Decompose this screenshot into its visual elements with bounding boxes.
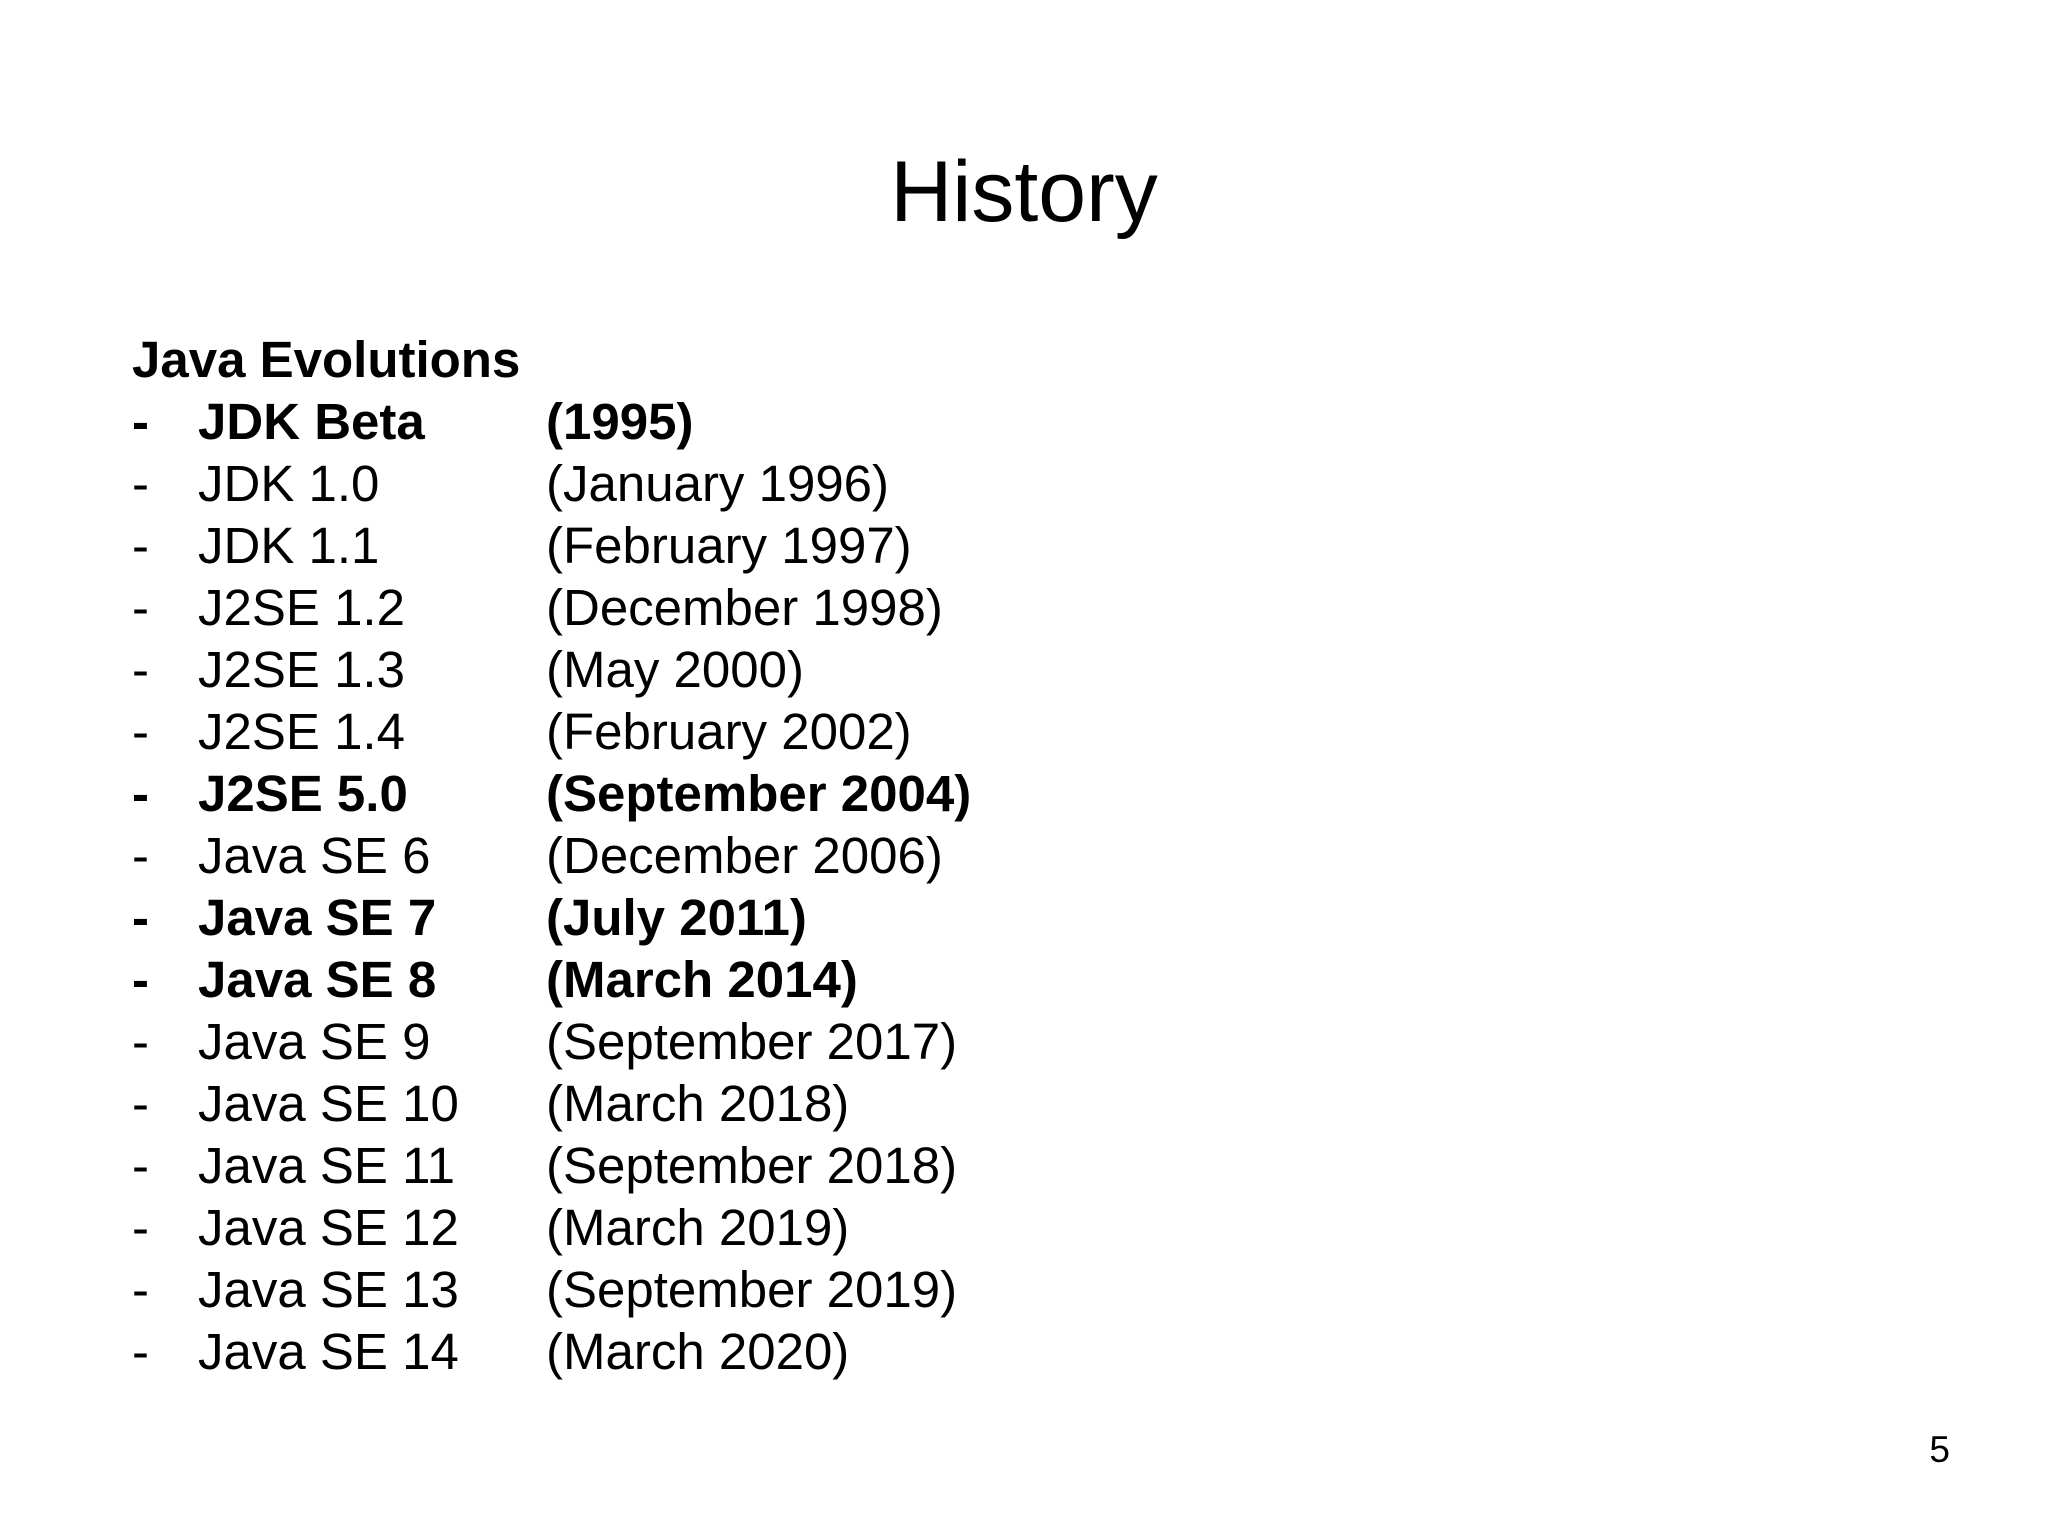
release-version: Java SE 14 <box>198 1323 459 1380</box>
release-version: J2SE 1.4 <box>198 703 405 760</box>
bullet-dash: - <box>132 517 149 574</box>
release-date: (December 2006) <box>546 827 943 884</box>
section-heading: Java Evolutions <box>132 331 521 388</box>
bullet-dash: - <box>132 765 149 822</box>
bullet-dash: - <box>132 1075 149 1132</box>
bullet-dash: - <box>132 703 149 760</box>
release-version: JDK 1.0 <box>198 455 380 512</box>
release-date: (May 2000) <box>546 641 804 698</box>
release-date: (March 2014) <box>546 951 858 1008</box>
release-version: Java SE 8 <box>198 951 437 1008</box>
release-version: JDK 1.1 <box>198 517 380 574</box>
bullet-dash: - <box>132 1261 149 1318</box>
release-version: JDK Beta <box>198 393 425 450</box>
bullet-dash: - <box>132 1013 149 1070</box>
release-date: (March 2020) <box>546 1323 850 1380</box>
bullet-dash: - <box>132 455 149 512</box>
bullet-dash: - <box>132 1323 149 1380</box>
release-version: Java SE 11 <box>198 1137 456 1194</box>
release-date: (December 1998) <box>546 579 943 636</box>
release-date: (July 2011) <box>546 889 807 946</box>
release-date: (September 2018) <box>546 1137 958 1194</box>
release-version: Java SE 10 <box>198 1075 459 1132</box>
release-date: (March 2018) <box>546 1075 850 1132</box>
release-date: (1995) <box>546 393 694 450</box>
release-date: (February 1997) <box>546 517 912 574</box>
bullet-dash: - <box>132 579 149 636</box>
release-date: (September 2004) <box>546 765 972 822</box>
bullet-dash: - <box>132 641 149 698</box>
release-version: Java SE 7 <box>198 889 437 946</box>
bullet-dash: - <box>132 889 149 946</box>
release-version: Java SE 12 <box>198 1199 459 1256</box>
bullet-dash: - <box>132 951 149 1008</box>
release-date: (March 2019) <box>546 1199 850 1256</box>
release-version: J2SE 1.2 <box>198 579 405 636</box>
release-version: Java SE 6 <box>198 827 431 884</box>
release-version: J2SE 5.0 <box>198 765 408 822</box>
release-version: J2SE 1.3 <box>198 641 405 698</box>
release-date: (September 2017) <box>546 1013 958 1070</box>
slide-title: History <box>890 144 1158 240</box>
release-version: Java SE 13 <box>198 1261 459 1318</box>
bullet-dash: - <box>132 393 149 450</box>
bullet-dash: - <box>132 827 149 884</box>
release-date: (September 2019) <box>546 1261 958 1318</box>
release-version: Java SE 9 <box>198 1013 431 1070</box>
release-date: (January 1996) <box>546 455 890 512</box>
bullet-dash: - <box>132 1137 149 1194</box>
page-number: 5 <box>1929 1429 1950 1470</box>
release-date: (February 2002) <box>546 703 912 760</box>
bullet-dash: - <box>132 1199 149 1256</box>
